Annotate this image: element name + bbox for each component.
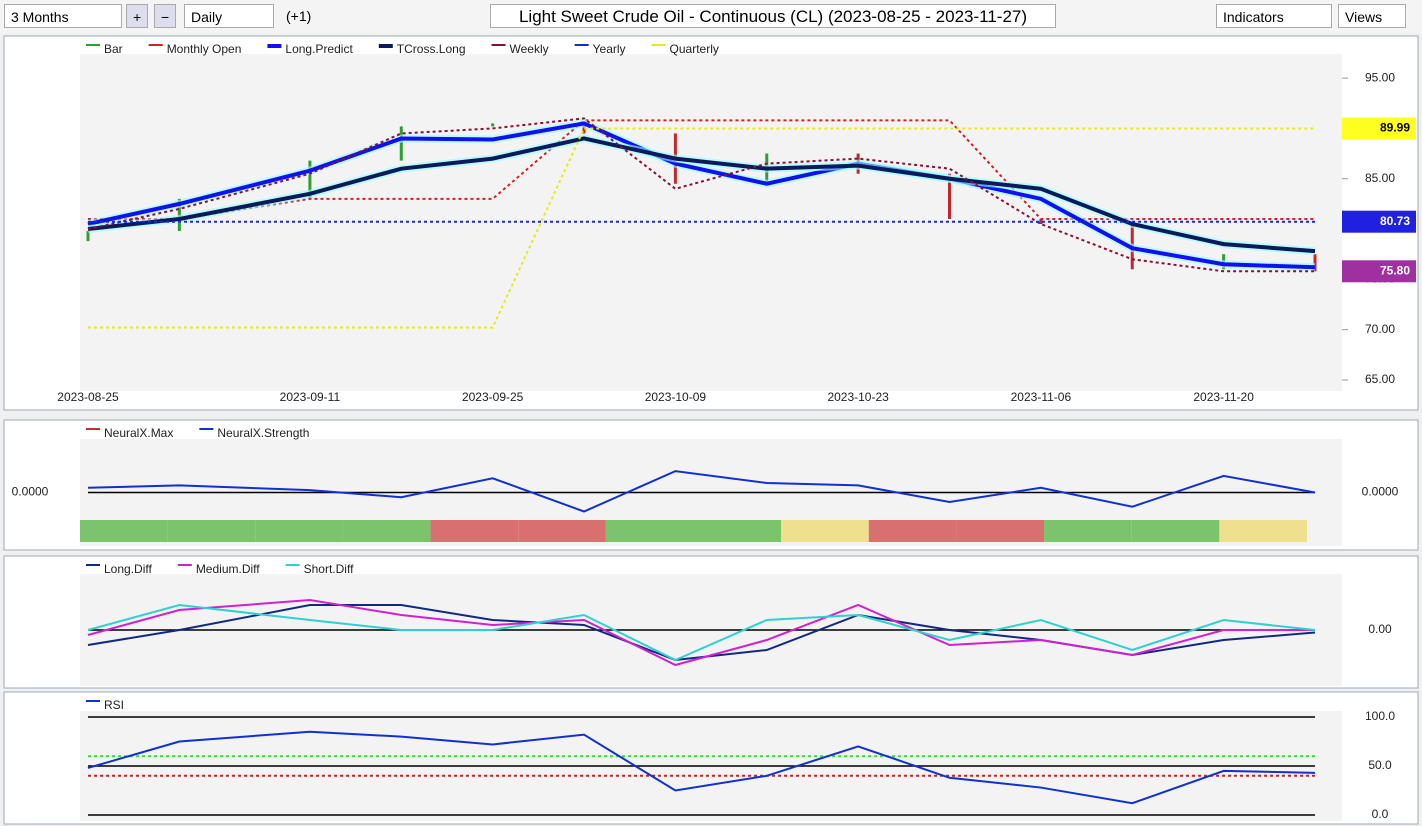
legend-swatch — [378, 44, 393, 48]
signal-cell — [342, 520, 431, 542]
legend-swatch — [148, 44, 163, 46]
price-bar — [86, 231, 90, 242]
legend-label: Medium.Diff — [196, 562, 260, 576]
legend-swatch — [285, 564, 300, 566]
series-line — [87, 136, 1316, 254]
x-tick-label: 2023-08-25 — [57, 390, 119, 404]
signal-cell — [956, 520, 1045, 542]
series-line — [87, 603, 1316, 662]
range-select[interactable]: 3 Months — [4, 4, 122, 28]
y-tick-label: 0.0000 — [1362, 485, 1399, 499]
signal-cell — [1131, 520, 1220, 542]
legend-label: TCross.Long — [397, 42, 466, 56]
legend-label: Quarterly — [670, 42, 719, 56]
legend-label: Monthly Open — [167, 42, 242, 56]
price-bar — [308, 160, 312, 199]
zoom-in[interactable]: + — [126, 4, 148, 28]
series-line — [87, 598, 1315, 667]
price-tag — [1342, 117, 1416, 140]
x-tick-label: 2023-10-23 — [827, 390, 889, 404]
signal-cell — [430, 520, 519, 542]
x-tick-label: 2023-11-06 — [1011, 390, 1072, 404]
legend-label: Short.Diff — [304, 562, 354, 576]
price-bar — [1039, 218, 1043, 225]
legend-swatch — [86, 700, 100, 702]
legend-swatch — [199, 428, 214, 430]
signal-cell — [1044, 520, 1132, 542]
offset: (+1) — [286, 8, 312, 24]
y-tick-label: 50.0 — [1368, 758, 1392, 772]
legend-label: Yearly — [593, 42, 626, 56]
series-line — [87, 121, 1316, 270]
y-tick-label: 0.00 — [1368, 622, 1392, 636]
price-tag-label: 80.73 — [1380, 214, 1410, 228]
legend-swatch — [574, 44, 589, 46]
y-tick-label: 100.0 — [1365, 709, 1395, 723]
y-tick-label: 95.00 — [1365, 70, 1395, 84]
price-tag-label: 89.99 — [1380, 121, 1410, 135]
y-tick-label: 85.00 — [1365, 171, 1395, 185]
zoom-out[interactable]: − — [154, 4, 176, 28]
x-tick-label: 2023-09-11 — [280, 390, 341, 404]
legend-swatch — [267, 44, 282, 48]
price-bar — [948, 173, 952, 219]
legend-swatch — [86, 428, 100, 430]
price-tag-label: 75.80 — [1380, 263, 1410, 277]
interval-select[interactable]: Daily — [184, 4, 274, 28]
views-button[interactable]: Views — [1338, 4, 1406, 28]
y-tick-label: 0.0 — [1372, 807, 1389, 821]
symbol-title[interactable]: Light Sweet Crude Oil - Continuous (CL) … — [490, 4, 1056, 28]
series-line — [87, 470, 1316, 513]
signal-cell — [255, 520, 343, 542]
signal-cell — [605, 520, 694, 542]
legend-label: RSI — [104, 698, 124, 712]
y-tick-label: 0.0000 — [12, 485, 49, 499]
legend-swatch — [86, 564, 100, 566]
signal-cell — [693, 520, 782, 542]
price-bar — [491, 123, 495, 127]
legend-swatch — [651, 44, 666, 46]
signal-cell — [868, 520, 957, 542]
signal-cell — [80, 520, 168, 542]
legend-swatch — [491, 44, 506, 46]
price-bar — [582, 123, 586, 134]
legend-label: NeuralX.Strength — [217, 426, 309, 440]
chart-area: 65.0070.0075.0080.0085.0090.0095.002023-… — [3, 35, 1419, 825]
price-bar — [1313, 254, 1317, 272]
legend-swatch — [177, 564, 192, 566]
price-tag — [1342, 210, 1416, 233]
y-tick-label: 70.00 — [1365, 322, 1395, 336]
series-line — [87, 117, 1315, 273]
legend-label: Long.Diff — [104, 562, 152, 576]
x-tick-label: 2023-09-25 — [462, 390, 524, 404]
legend-label: Long.Predict — [285, 42, 353, 56]
x-tick-label: 2023-10-09 — [645, 390, 707, 404]
x-tick-label: 2023-11-20 — [1193, 390, 1254, 404]
signal-cell — [1219, 520, 1307, 542]
y-tick-label: 65.00 — [1365, 372, 1395, 386]
price-bar — [399, 126, 403, 161]
price-tag — [1342, 260, 1416, 283]
signal-cell — [167, 520, 256, 542]
legend-label: Bar — [104, 42, 123, 56]
signal-cell — [518, 520, 606, 542]
indicators-button[interactable]: Indicators — [1216, 4, 1332, 28]
toolbar: 3 Months + − Daily (+1) Light Sweet Crud… — [0, 0, 1422, 34]
legend-label: NeuralX.Max — [104, 426, 173, 440]
signal-cell — [781, 520, 869, 542]
legend-swatch — [86, 44, 100, 46]
series-line — [87, 730, 1316, 805]
legend-label: Weekly — [510, 42, 549, 56]
